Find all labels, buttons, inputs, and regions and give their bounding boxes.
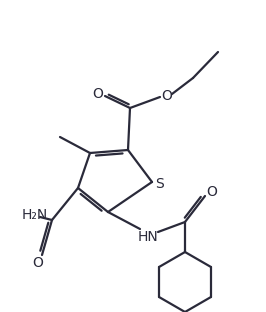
Text: O: O (207, 185, 217, 199)
Text: S: S (156, 177, 164, 191)
Text: O: O (161, 89, 172, 103)
Text: O: O (93, 87, 103, 101)
Text: O: O (32, 256, 43, 270)
Text: HN: HN (138, 230, 158, 244)
Text: H₂N: H₂N (22, 208, 48, 222)
